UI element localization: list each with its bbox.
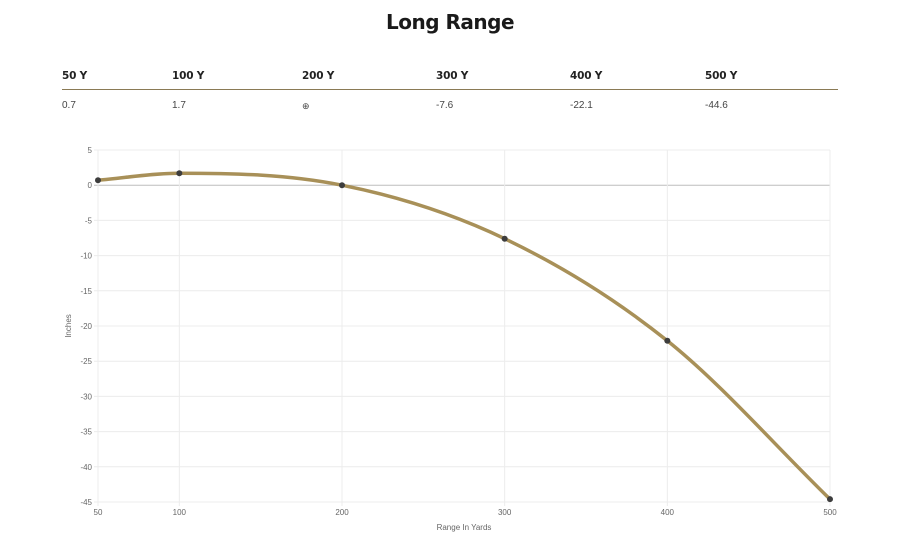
header-300-yards: 300 Y: [436, 70, 469, 82]
y-tick-label: -35: [80, 428, 92, 437]
series-lines: [96, 171, 832, 501]
value-50-yards: 0.7: [62, 100, 76, 111]
value-300-yards: -7.6: [436, 100, 454, 111]
y-tick-label: -20: [80, 322, 92, 331]
y-tick-label: 5: [88, 146, 93, 155]
data-points: [95, 170, 833, 503]
y-tick-label: -45: [80, 498, 92, 507]
y-tick-label: 0: [88, 181, 93, 190]
value-500-yards: -44.6: [705, 100, 728, 111]
data-point: [176, 170, 183, 177]
table-header-row: 50 Y 100 Y 200 Y 300 Y 400 Y 500 Y: [62, 66, 838, 90]
header-200-yards: 200 Y: [302, 70, 335, 82]
header-500-yards: 500 Y: [705, 70, 738, 82]
y-tick-labels: 5 0 -5 -10 -15 -20 -25 -30 -35 -40 -45: [80, 146, 92, 507]
x-tick-label: 400: [661, 508, 675, 517]
trajectory-table: 50 Y 100 Y 200 Y 300 Y 400 Y 500 Y 0.7 1…: [62, 66, 838, 116]
header-400-yards: 400 Y: [570, 70, 603, 82]
value-400-yards: -22.1: [570, 100, 593, 111]
x-tick-label: 200: [335, 508, 349, 517]
y-tick-label: -10: [80, 252, 92, 261]
y-tick-label: -40: [80, 463, 92, 472]
header-100-yards: 100 Y: [172, 70, 205, 82]
x-tick-label: 500: [823, 508, 837, 517]
data-point: [95, 177, 101, 184]
data-point: [339, 182, 345, 189]
zero-crosshair-icon: ⊕: [302, 101, 310, 111]
chart-title: Long Range: [385, 10, 515, 34]
y-axis-label: Inches: [64, 314, 73, 338]
data-point: [501, 235, 508, 242]
trajectory-line: [96, 171, 832, 501]
x-tick-label: 50: [94, 508, 103, 517]
y-tick-label: -25: [80, 357, 92, 366]
x-tick-label: 100: [173, 508, 187, 517]
x-tick-label: 300: [498, 508, 512, 517]
data-point: [827, 496, 833, 503]
grid-lines: [94, 149, 831, 506]
x-axis-label: Range In Yards: [437, 523, 492, 532]
y-tick-label: -5: [85, 216, 93, 225]
data-point: [664, 337, 671, 344]
value-100-yards: 1.7: [172, 100, 186, 111]
header-50-yards: 50 Y: [62, 70, 88, 82]
y-tick-label: -15: [80, 287, 92, 296]
y-tick-label: -30: [80, 392, 92, 401]
table-value-row: 0.7 1.7 ⊕ -7.6 -22.1 -44.6: [62, 90, 838, 116]
x-tick-labels: 50 100 200 300 400 500: [94, 508, 838, 517]
